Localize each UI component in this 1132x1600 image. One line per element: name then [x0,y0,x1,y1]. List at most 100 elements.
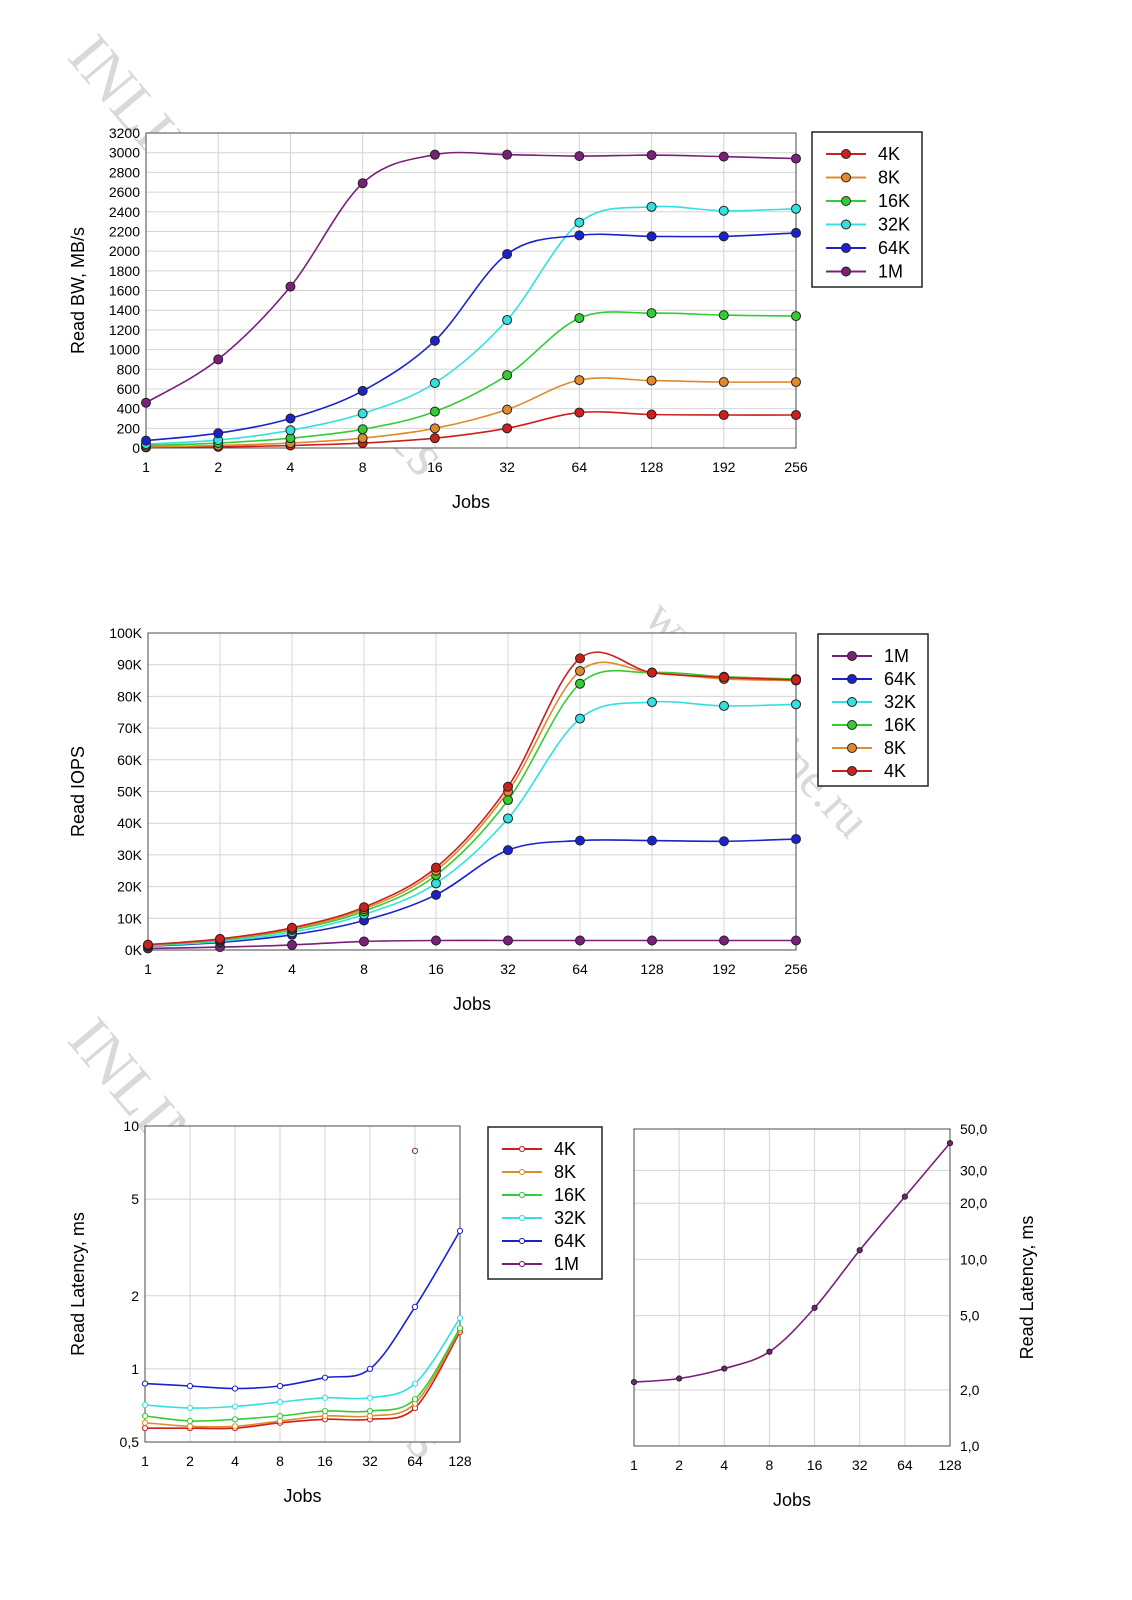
data-point-32k [719,700,729,711]
legend-box [811,131,923,288]
legend-label-8k: 8K [884,738,906,758]
legend-label-32k: 32K [878,215,910,235]
y-tick-label: 30,0 [960,1162,987,1178]
y-tick-label: 5 [131,1191,139,1207]
legend-label-4k: 4K [878,144,900,164]
data-point-64k [575,835,585,846]
data-point-16k [357,424,368,435]
data-point-64k [321,1374,329,1381]
data-point-32k [791,203,801,214]
data-point-32k [574,217,585,228]
data-point-32k [646,201,657,212]
legend-marker-64k [518,1237,526,1245]
y-tick-label: 1000 [109,342,140,358]
x-tick-label: 8 [766,1457,774,1473]
legend-marker-16k [847,720,857,730]
y-tick-label: 5,0 [960,1308,980,1324]
x-axis-title: Jobs [283,1486,321,1506]
y-tick-label: 20K [117,879,143,895]
x-tick-label: 1 [142,459,150,475]
data-point-8k [574,375,585,386]
y-tick-label: 800 [117,361,141,377]
data-point-4k [503,781,513,792]
data-point-16k [141,1412,149,1420]
series-line-8k [145,377,797,448]
data-point-32k [321,1394,329,1401]
data-point-64k [231,1385,239,1392]
data-point-1m [791,935,801,946]
y-tick-label: 0K [125,942,143,958]
series-line-1m [145,151,797,404]
data-point-4k [287,922,297,933]
plot-frame [633,1128,951,1447]
y-tick-label: 1200 [109,322,140,338]
plot-frame [144,1125,461,1443]
x-tick-label: 8 [276,1453,284,1469]
data-point-16k [231,1416,239,1423]
x-tick-label: 192 [712,459,736,475]
y-tick-label: 2800 [109,164,140,180]
x-tick-label: 192 [712,961,736,977]
data-point-1m [718,151,729,162]
data-point-8k [186,1423,194,1430]
data-point-32k [366,1394,374,1401]
legend-marker-64k [841,243,851,253]
data-point-1m [359,936,369,947]
series-line-64k [147,838,797,947]
data-point-1m [946,1140,954,1147]
data-point-32k [276,1398,284,1406]
read-latency-1m-chart: 1,0 2,0 5,0 10,0 20,0 30,0 50,0 1 2 4 8 16 32 64 128 Jo… [630,1121,1037,1510]
data-point-32k [718,205,729,216]
data-point-4k [431,862,441,873]
data-point-32k [231,1403,239,1410]
data-point-4k [215,933,225,944]
y-tick-label: 2200 [109,223,140,239]
data-point-1m [141,397,151,408]
data-point-64k [213,428,224,439]
data-point-4k [575,653,585,664]
legend-label-16k: 16K [878,191,910,211]
data-point-16k [321,1408,329,1415]
series-line-16k [145,311,797,447]
series-line-32k [145,205,797,445]
y-tick-label: 70K [117,720,143,736]
y-tick-label: 1 [131,1361,139,1377]
data-point-32k [357,408,368,419]
data-point-64k [431,889,441,900]
data-point-64k [647,835,657,846]
y-tick-label: 10K [117,910,143,926]
legend-marker-8k [518,1168,526,1176]
plot-area [145,1126,460,1442]
data-point-16k [429,406,440,417]
data-point-1m [630,1379,638,1386]
data-point-8k [502,404,513,415]
legend-marker-1m [841,266,851,277]
data-point-32k [647,697,657,708]
data-point-1m [503,935,513,946]
series-line-4k [145,411,797,449]
y-tick-label: 1600 [109,283,140,299]
data-point-32k [502,315,513,326]
data-point-4k [791,674,801,685]
y-tick-label: 3200 [109,125,140,141]
data-point-64k [357,385,368,396]
data-point-64k [646,231,657,242]
x-tick-label: 64 [572,459,588,475]
data-point-1m [901,1193,908,1200]
data-point-16k [456,1325,464,1332]
y-tick-label: 3000 [109,145,140,161]
read-bw-chart: 0 200 400 600 800 1000 1200 1400 1600 1800 2000 220… [68,125,923,512]
data-point-8k [231,1423,239,1430]
data-point-64k [456,1227,464,1234]
data-point-1m [646,150,657,161]
legend-marker-16k [841,196,851,206]
data-point-64k [502,249,513,260]
x-axis-title: Jobs [453,994,491,1014]
data-point-1m [791,153,801,164]
data-point-16k [718,310,729,321]
x-tick-label: 4 [720,1457,728,1473]
data-point-32k [431,878,441,889]
data-point-4k [574,407,585,418]
x-tick-label: 1 [141,1453,149,1469]
y-tick-label: 40K [117,815,143,831]
